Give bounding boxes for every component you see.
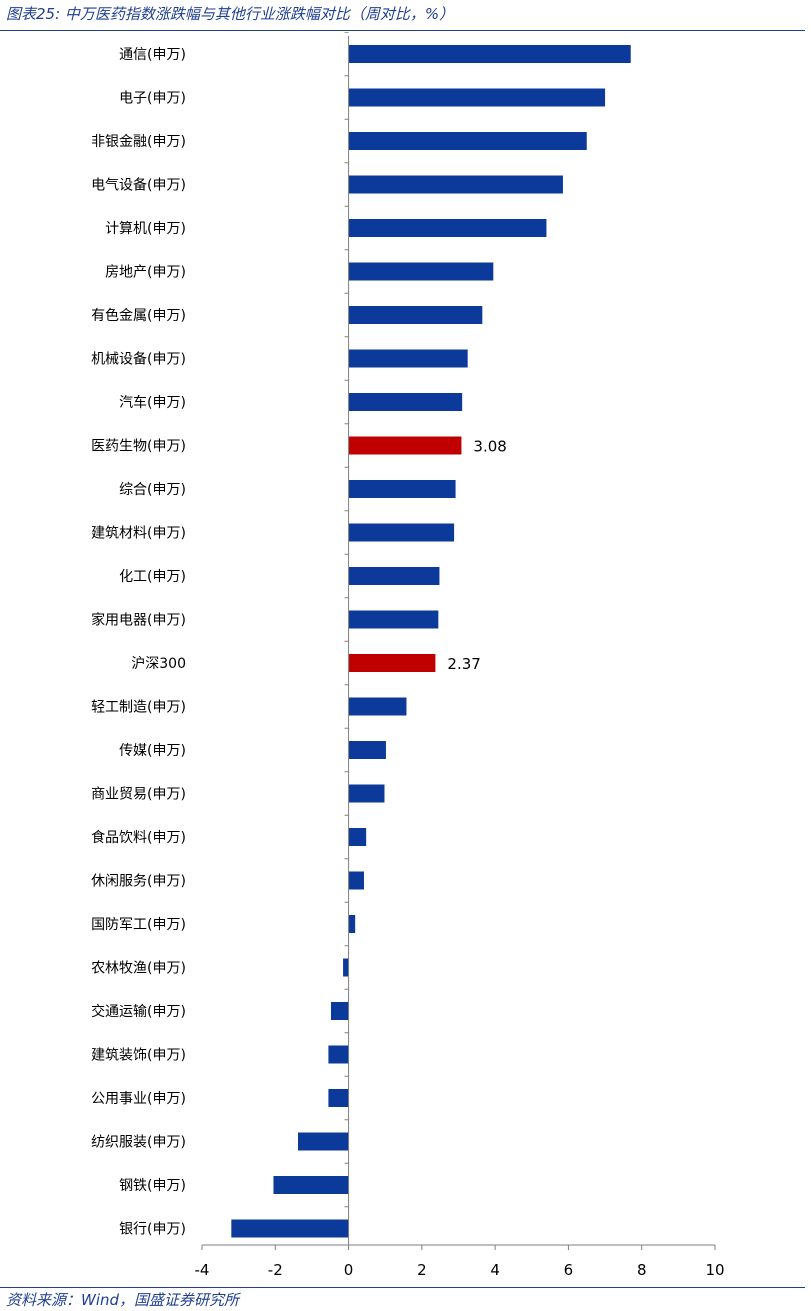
x-tick-label-2: 0 (344, 1261, 354, 1279)
bar-0 (348, 45, 631, 63)
bar-12 (348, 567, 440, 585)
bar-27 (231, 1219, 349, 1238)
category-label-24: 公用事业(申万) (91, 1091, 186, 1107)
category-label-21: 农林牧渔(申万) (91, 961, 186, 977)
x-tick-label-3: 2 (417, 1261, 427, 1279)
category-label-14: 沪深300 (131, 656, 186, 672)
category-label-16: 传媒(申万) (119, 743, 186, 759)
category-label-0: 通信(申万) (119, 47, 186, 63)
category-label-25: 纺织服装(申万) (91, 1135, 186, 1151)
source-note: 资料来源：Wind，国盛证券研究所 (6, 1291, 240, 1309)
bar-26 (273, 1176, 349, 1194)
category-label-2: 非银金融(申万) (91, 134, 186, 150)
bar-9 (348, 436, 462, 455)
category-label-18: 食品饮料(申万) (91, 829, 186, 846)
x-tick-label-0: -4 (195, 1261, 210, 1279)
category-label-10: 综合(申万) (119, 482, 186, 498)
bar-16 (348, 741, 386, 759)
top-rule (0, 30, 805, 31)
x-tick-label-4: 4 (490, 1261, 500, 1279)
bar-24 (328, 1089, 349, 1107)
bar-4 (348, 219, 547, 237)
category-label-4: 计算机(申万) (105, 221, 186, 237)
category-label-11: 建筑材料(申万) (91, 526, 186, 542)
data-label-9: 3.08 (473, 438, 506, 456)
category-label-15: 轻工制造(申万) (91, 700, 186, 716)
bar-21 (343, 958, 349, 977)
bar-17 (348, 784, 385, 803)
category-label-7: 机械设备(申万) (91, 351, 186, 368)
x-tick-label-1: -2 (268, 1261, 283, 1279)
bar-13 (348, 610, 439, 629)
bar-18 (348, 828, 367, 846)
category-label-17: 商业贸易(申万) (91, 787, 186, 803)
category-label-9: 医药生物(申万) (91, 439, 186, 455)
bar-chart: 通信(申万) 电子(申万) 非银金融(申万) 电气设备(申万) 计算机(申万) 房地产(申… (91, 32, 725, 1279)
category-label-19: 休闲服务(申万) (91, 874, 186, 890)
category-label-5: 房地产(申万) (105, 265, 186, 281)
bar-5 (348, 262, 494, 281)
bar-19 (348, 871, 364, 890)
bottom-rule (0, 1287, 805, 1288)
category-label-6: 有色金属(申万) (91, 307, 186, 324)
data-label-14: 2.37 (447, 655, 480, 673)
category-label-27: 银行(申万) (119, 1222, 186, 1238)
bar-11 (348, 523, 455, 542)
x-tick-label-5: 6 (564, 1261, 574, 1279)
category-label-22: 交通运输(申万) (91, 1003, 186, 1020)
x-tick-label-6: 8 (637, 1261, 647, 1279)
bar-15 (348, 697, 407, 716)
bar-25 (298, 1132, 349, 1151)
bar-14 (348, 654, 436, 672)
figure-title: 图表25: 中万医药指数涨跌幅与其他行业涨跌幅对比（周对比，%） (6, 5, 455, 23)
category-label-20: 国防军工(申万) (91, 917, 186, 933)
bar-23 (328, 1045, 349, 1064)
category-label-26: 钢铁(申万) (119, 1178, 186, 1194)
bar-7 (348, 349, 468, 368)
bar-8 (348, 393, 463, 411)
bar-6 (348, 306, 483, 324)
bar-20 (348, 915, 356, 933)
bar-1 (348, 88, 606, 107)
x-tick-label-7: 10 (705, 1261, 724, 1279)
category-label-12: 化工(申万) (119, 569, 186, 585)
category-label-8: 汽车(申万) (119, 394, 186, 411)
bar-3 (348, 175, 563, 194)
bar-10 (348, 480, 456, 498)
category-label-23: 建筑装饰(申万) (91, 1048, 186, 1064)
category-label-1: 电子(申万) (119, 91, 186, 107)
category-label-13: 家用电器(申万) (91, 612, 186, 629)
category-label-3: 电气设备(申万) (91, 177, 186, 194)
bar-2 (348, 132, 587, 150)
bar-22 (330, 1002, 349, 1020)
